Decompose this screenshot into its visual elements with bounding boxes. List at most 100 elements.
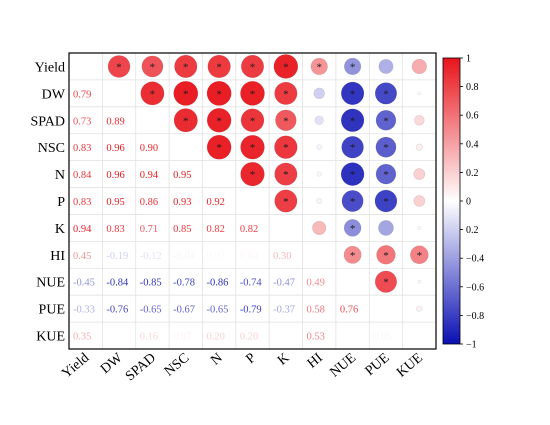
significance-mark: * xyxy=(383,169,389,181)
corr-circle-DW-PUE xyxy=(374,82,398,105)
corr-value-NUE-N: -0.86 xyxy=(206,278,228,289)
corr-circle-NSC-KUE xyxy=(415,143,423,151)
corr-circle-NSC-K xyxy=(274,135,298,159)
corr-value-K-DW: 0.83 xyxy=(106,224,124,235)
corr-circle-HI-NUE xyxy=(343,245,362,264)
cells-layer: * * * * * * * * 0.79 * * * * * * * 0.73 0.89 * * * * * * 0.83 0.9… xyxy=(73,54,429,343)
significance-mark: * xyxy=(116,61,122,73)
corr-value-KUE-HI: 0.53 xyxy=(307,332,325,343)
colorbar-tick-label: 0.8 xyxy=(466,82,479,93)
corr-circle-P-PUE xyxy=(374,189,398,213)
significance-mark: * xyxy=(283,169,289,181)
significance-mark: * xyxy=(250,142,256,154)
corr-circle-Yield-SPAD xyxy=(141,55,164,78)
significance-mark: * xyxy=(417,250,423,262)
corr-value-NUE-Yield: -0.45 xyxy=(73,278,95,289)
significance-mark: * xyxy=(350,142,356,154)
corr-value-K-NSC: 0.85 xyxy=(173,224,191,235)
significance-mark: * xyxy=(150,61,156,73)
corr-circle-N-PUE xyxy=(375,163,397,185)
corr-circle-N-NUE xyxy=(340,162,365,186)
row-label-KUE: KUE xyxy=(36,330,65,345)
colorbar-tick-label: −0.8 xyxy=(466,311,484,322)
significance-mark: * xyxy=(216,142,222,154)
row-label-SPAD: SPAD xyxy=(30,114,65,129)
corr-circle-N-K xyxy=(274,162,298,186)
significance-mark: * xyxy=(283,61,289,73)
corr-value-KUE-PUE: 0.05 xyxy=(373,332,391,343)
corr-circle-SPAD-NSC xyxy=(173,108,198,133)
corr-value-DW-Yield: 0.79 xyxy=(73,89,91,100)
corr-circle-Yield-NSC xyxy=(174,54,198,79)
row-label-HI: HI xyxy=(50,249,65,264)
corr-circle-NSC-N xyxy=(206,134,232,160)
corr-circle-NUE-KUE xyxy=(417,279,422,284)
corr-value-PUE-N: -0.65 xyxy=(206,305,228,316)
significance-mark: * xyxy=(250,61,256,73)
significance-mark: * xyxy=(216,88,222,100)
corr-circle-N-KUE xyxy=(413,168,426,180)
corr-value-N-DW: 0.96 xyxy=(106,170,124,181)
corr-circle-NSC-HI xyxy=(316,144,323,150)
corr-circle-Yield-K xyxy=(273,54,299,79)
corr-circle-SPAD-PUE xyxy=(375,109,397,131)
significance-mark: * xyxy=(350,88,356,100)
corr-circle-DW-N xyxy=(206,80,232,106)
significance-mark: * xyxy=(216,115,222,127)
significance-mark: * xyxy=(250,88,256,100)
corr-circle-Yield-PUE xyxy=(378,59,394,74)
col-label-NSC: NSC xyxy=(162,351,193,380)
corr-value-KUE-NSC: 0.07 xyxy=(173,332,191,343)
corr-circle-P-K xyxy=(274,189,298,213)
corr-value-PUE-P: -0.79 xyxy=(240,305,262,316)
corr-value-N-NSC: 0.95 xyxy=(173,170,191,181)
corr-circle-Yield-N xyxy=(207,54,231,79)
corr-circle-K-PUE xyxy=(378,220,394,236)
corr-circle-SPAD-K xyxy=(275,109,297,132)
corr-value-P-SPAD: 0.86 xyxy=(140,197,158,208)
corr-circle-HI-PUE xyxy=(376,245,396,265)
colorbar-tick-label: 0 xyxy=(466,197,471,208)
corr-circle-Yield-P xyxy=(240,54,265,79)
corr-value-P-DW: 0.95 xyxy=(106,197,124,208)
significance-mark: * xyxy=(216,61,222,73)
corr-value-NUE-SPAD: -0.85 xyxy=(140,278,162,289)
corr-value-P-NSC: 0.93 xyxy=(173,197,191,208)
corr-value-P-Yield: 0.83 xyxy=(73,197,91,208)
col-label-N: N xyxy=(208,351,225,369)
corr-circle-DW-KUE xyxy=(417,91,422,96)
corr-value-K-SPAD: 0.71 xyxy=(140,224,158,235)
col-label-SPAD: SPAD xyxy=(123,351,159,385)
colorbar-tick-label: 1 xyxy=(466,54,471,65)
row-label-N: N xyxy=(55,168,65,183)
significance-mark: * xyxy=(383,277,389,289)
row-label-Yield: Yield xyxy=(35,60,65,75)
corr-circle-P-NUE xyxy=(341,190,364,212)
significance-mark: * xyxy=(250,115,256,127)
significance-mark: * xyxy=(150,88,156,100)
corr-circle-SPAD-P xyxy=(240,108,265,133)
corr-circle-SPAD-N xyxy=(206,107,232,133)
corr-value-P-N: 0.92 xyxy=(206,197,224,208)
corr-value-N-SPAD: 0.94 xyxy=(140,170,159,181)
corr-value-KUE-NUE: 0.00 xyxy=(340,332,358,343)
corr-circle-DW-NSC xyxy=(173,80,199,106)
col-label-PUE: PUE xyxy=(363,351,393,379)
colorbar: 1 0.8 0.6 0.4 0.2 0 0.2 −0.4 −0.6 −0.8 −1 xyxy=(442,54,484,351)
significance-mark: * xyxy=(183,115,189,127)
corr-circle-DW-K xyxy=(274,81,298,105)
corr-value-PUE-NUE: 0.76 xyxy=(340,305,358,316)
corr-circle-SPAD-NUE xyxy=(340,108,365,132)
corr-value-HI-N: 0.03 xyxy=(206,251,224,262)
corr-value-SPAD-DW: 0.89 xyxy=(106,116,124,127)
col-label-Yield: Yield xyxy=(59,351,92,382)
colorbar-tick-label: 0.4 xyxy=(466,139,479,150)
significance-mark: * xyxy=(250,169,256,181)
col-label-HI: HI xyxy=(305,350,326,371)
corr-value-KUE-DW: 0.00 xyxy=(106,332,124,343)
corr-value-KUE-N: 0.20 xyxy=(206,332,224,343)
corr-value-NUE-HI: 0.49 xyxy=(307,278,325,289)
corr-value-KUE-K: 0.00 xyxy=(273,332,291,343)
corr-value-NUE-NSC: -0.78 xyxy=(173,278,195,289)
